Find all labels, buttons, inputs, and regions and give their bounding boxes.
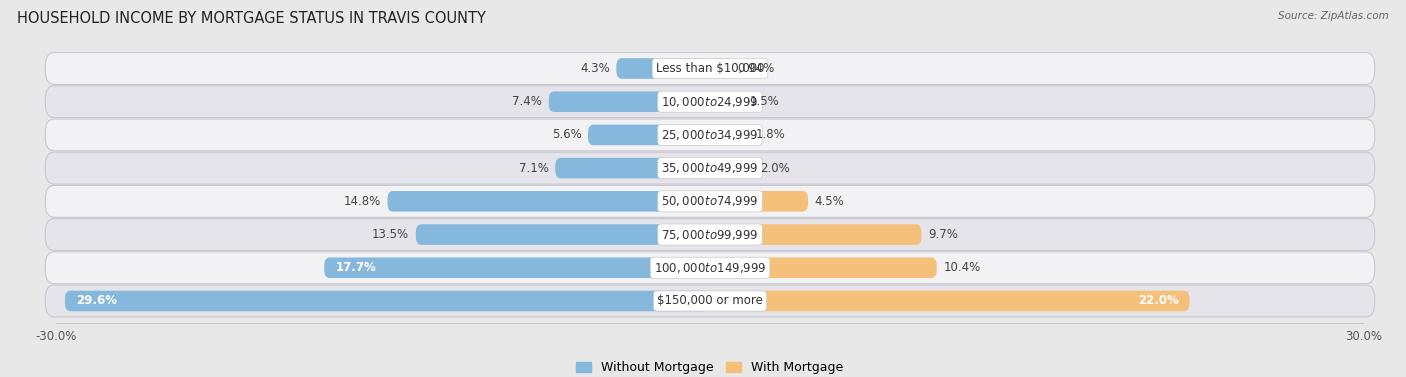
FancyBboxPatch shape bbox=[45, 285, 1375, 317]
Text: 0.94%: 0.94% bbox=[737, 62, 775, 75]
FancyBboxPatch shape bbox=[710, 191, 808, 211]
Text: $35,000 to $49,999: $35,000 to $49,999 bbox=[661, 161, 759, 175]
FancyBboxPatch shape bbox=[45, 52, 1375, 84]
FancyBboxPatch shape bbox=[555, 158, 710, 178]
FancyBboxPatch shape bbox=[548, 91, 710, 112]
Text: 2.0%: 2.0% bbox=[761, 162, 790, 175]
FancyBboxPatch shape bbox=[710, 224, 921, 245]
Text: $100,000 to $149,999: $100,000 to $149,999 bbox=[654, 261, 766, 275]
Legend: Without Mortgage, With Mortgage: Without Mortgage, With Mortgage bbox=[571, 356, 849, 377]
FancyBboxPatch shape bbox=[388, 191, 710, 211]
Text: $10,000 to $24,999: $10,000 to $24,999 bbox=[661, 95, 759, 109]
FancyBboxPatch shape bbox=[710, 125, 749, 145]
Text: 29.6%: 29.6% bbox=[76, 294, 117, 308]
FancyBboxPatch shape bbox=[45, 252, 1375, 284]
FancyBboxPatch shape bbox=[325, 257, 710, 278]
Text: 4.5%: 4.5% bbox=[814, 195, 845, 208]
FancyBboxPatch shape bbox=[588, 125, 710, 145]
FancyBboxPatch shape bbox=[65, 291, 710, 311]
FancyBboxPatch shape bbox=[710, 58, 731, 79]
FancyBboxPatch shape bbox=[710, 91, 742, 112]
Text: 4.3%: 4.3% bbox=[581, 62, 610, 75]
Text: 5.6%: 5.6% bbox=[551, 129, 582, 141]
Text: Less than $10,000: Less than $10,000 bbox=[655, 62, 765, 75]
Text: $50,000 to $74,999: $50,000 to $74,999 bbox=[661, 194, 759, 208]
Text: 13.5%: 13.5% bbox=[373, 228, 409, 241]
Text: $25,000 to $34,999: $25,000 to $34,999 bbox=[661, 128, 759, 142]
Text: 14.8%: 14.8% bbox=[343, 195, 381, 208]
Text: 1.8%: 1.8% bbox=[756, 129, 786, 141]
Text: $150,000 or more: $150,000 or more bbox=[657, 294, 763, 308]
Text: 17.7%: 17.7% bbox=[335, 261, 375, 274]
Text: HOUSEHOLD INCOME BY MORTGAGE STATUS IN TRAVIS COUNTY: HOUSEHOLD INCOME BY MORTGAGE STATUS IN T… bbox=[17, 11, 485, 26]
FancyBboxPatch shape bbox=[710, 158, 754, 178]
FancyBboxPatch shape bbox=[45, 119, 1375, 151]
FancyBboxPatch shape bbox=[45, 185, 1375, 217]
Text: 22.0%: 22.0% bbox=[1137, 294, 1178, 308]
FancyBboxPatch shape bbox=[710, 291, 1189, 311]
FancyBboxPatch shape bbox=[416, 224, 710, 245]
FancyBboxPatch shape bbox=[616, 58, 710, 79]
FancyBboxPatch shape bbox=[45, 152, 1375, 184]
Text: $75,000 to $99,999: $75,000 to $99,999 bbox=[661, 228, 759, 242]
Text: 1.5%: 1.5% bbox=[749, 95, 779, 108]
Text: Source: ZipAtlas.com: Source: ZipAtlas.com bbox=[1278, 11, 1389, 21]
Text: 9.7%: 9.7% bbox=[928, 228, 957, 241]
Text: 10.4%: 10.4% bbox=[943, 261, 980, 274]
FancyBboxPatch shape bbox=[45, 219, 1375, 250]
FancyBboxPatch shape bbox=[45, 86, 1375, 118]
Text: 7.4%: 7.4% bbox=[512, 95, 543, 108]
Text: 7.1%: 7.1% bbox=[519, 162, 548, 175]
FancyBboxPatch shape bbox=[710, 257, 936, 278]
